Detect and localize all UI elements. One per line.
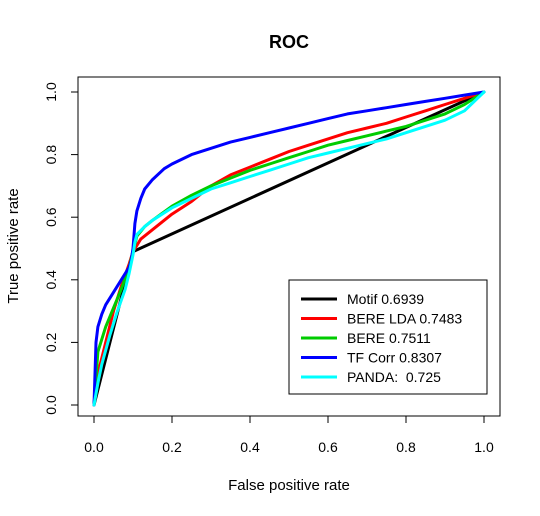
y-axis-label: True positive rate [5, 188, 22, 303]
legend-label-2: BERE LDA 0.7483 [347, 311, 462, 327]
x-tick-label: 0.4 [240, 439, 260, 455]
series-line-3 [92, 90, 486, 407]
y-tick-label: 0.8 [43, 145, 59, 165]
legend-label-4: TF Corr 0.8307 [347, 350, 442, 366]
series-line-5 [92, 90, 486, 407]
x-tick-label: 1.0 [474, 439, 494, 455]
y-tick-label: 1.0 [43, 82, 59, 102]
y-tick-label: 0.2 [43, 332, 59, 352]
chart-title: ROC [269, 32, 309, 52]
legend-label-3: BERE 0.7511 [347, 330, 431, 346]
x-tick-label: 0.2 [162, 439, 182, 455]
legend: Motif 0.6939 BERE LDA 0.7483 BERE 0.7511 TF… [288, 279, 488, 395]
x-tick-label: 0.6 [318, 439, 338, 455]
y-tick-label: 0.4 [43, 270, 59, 290]
y-tick-label: 0.0 [43, 395, 59, 415]
x-tick-label: 0.0 [84, 439, 104, 455]
x-axis-label: False positive rate [228, 477, 350, 494]
x-axis: 0.0 0.2 0.4 0.6 0.8 1.0 [84, 415, 494, 455]
legend-label-1: Motif 0.6939 [347, 291, 424, 307]
series-layer [92, 90, 486, 407]
y-axis: 0.0 0.2 0.4 0.6 0.8 1.0 [43, 82, 79, 415]
y-tick-label: 0.6 [43, 207, 59, 227]
x-tick-label: 0.8 [396, 439, 416, 455]
legend-label-5: PANDA: 0.725 [347, 369, 441, 385]
series-line-4 [92, 90, 486, 407]
